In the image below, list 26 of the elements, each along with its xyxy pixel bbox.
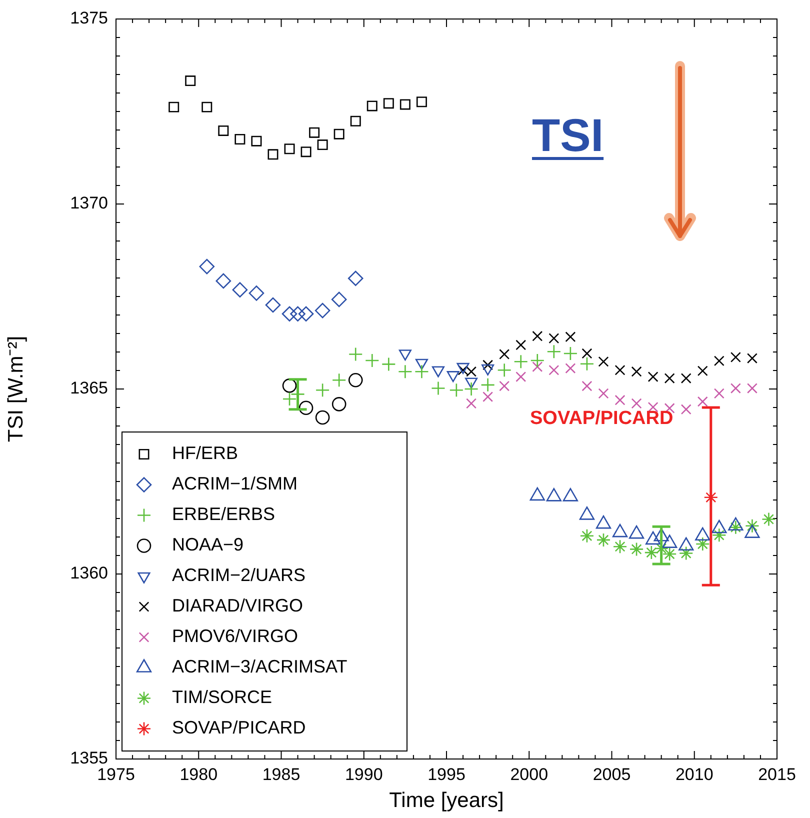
x-tick-label: 2000 (510, 764, 548, 784)
legend-label: PMOV6/VIRGO (172, 626, 298, 646)
annotation: SOVAP/PICARD (530, 408, 674, 430)
x-axis-title: Time [years] (389, 789, 504, 812)
legend-label: ERBE/ERBS (172, 504, 276, 524)
legend-label: SOVAP/PICARD (172, 718, 306, 738)
y-tick-label: 1360 (70, 564, 108, 583)
x-tick-label: 1995 (428, 764, 466, 784)
legend-label: ACRIM−2/UARS (172, 565, 306, 586)
legend-label: ACRIM−1/SMM (172, 474, 298, 494)
legend-label: HF/ERB (172, 443, 238, 464)
x-tick-label: 1990 (344, 764, 383, 784)
annotation: TSI (532, 108, 604, 162)
x-tick-label: 2010 (675, 764, 714, 784)
legend-label: NOAA−9 (172, 534, 244, 555)
y-axis-title: TSI [W.m⁻²] (4, 336, 28, 442)
legend-label: DIARAD/VIRGO (172, 596, 304, 616)
x-tick-label: 2015 (758, 764, 796, 784)
x-tick-label: 1985 (262, 764, 300, 784)
x-tick-label: 1980 (180, 764, 218, 784)
x-tick-label: 2005 (592, 764, 631, 784)
y-tick-label: 1370 (70, 194, 108, 213)
legend-label: ACRIM−3/ACRIMSAT (172, 656, 348, 677)
y-tick-label: 1365 (70, 378, 108, 398)
y-tick-label: 1375 (70, 8, 108, 28)
legend-label: TIM/SORCE (172, 687, 272, 708)
